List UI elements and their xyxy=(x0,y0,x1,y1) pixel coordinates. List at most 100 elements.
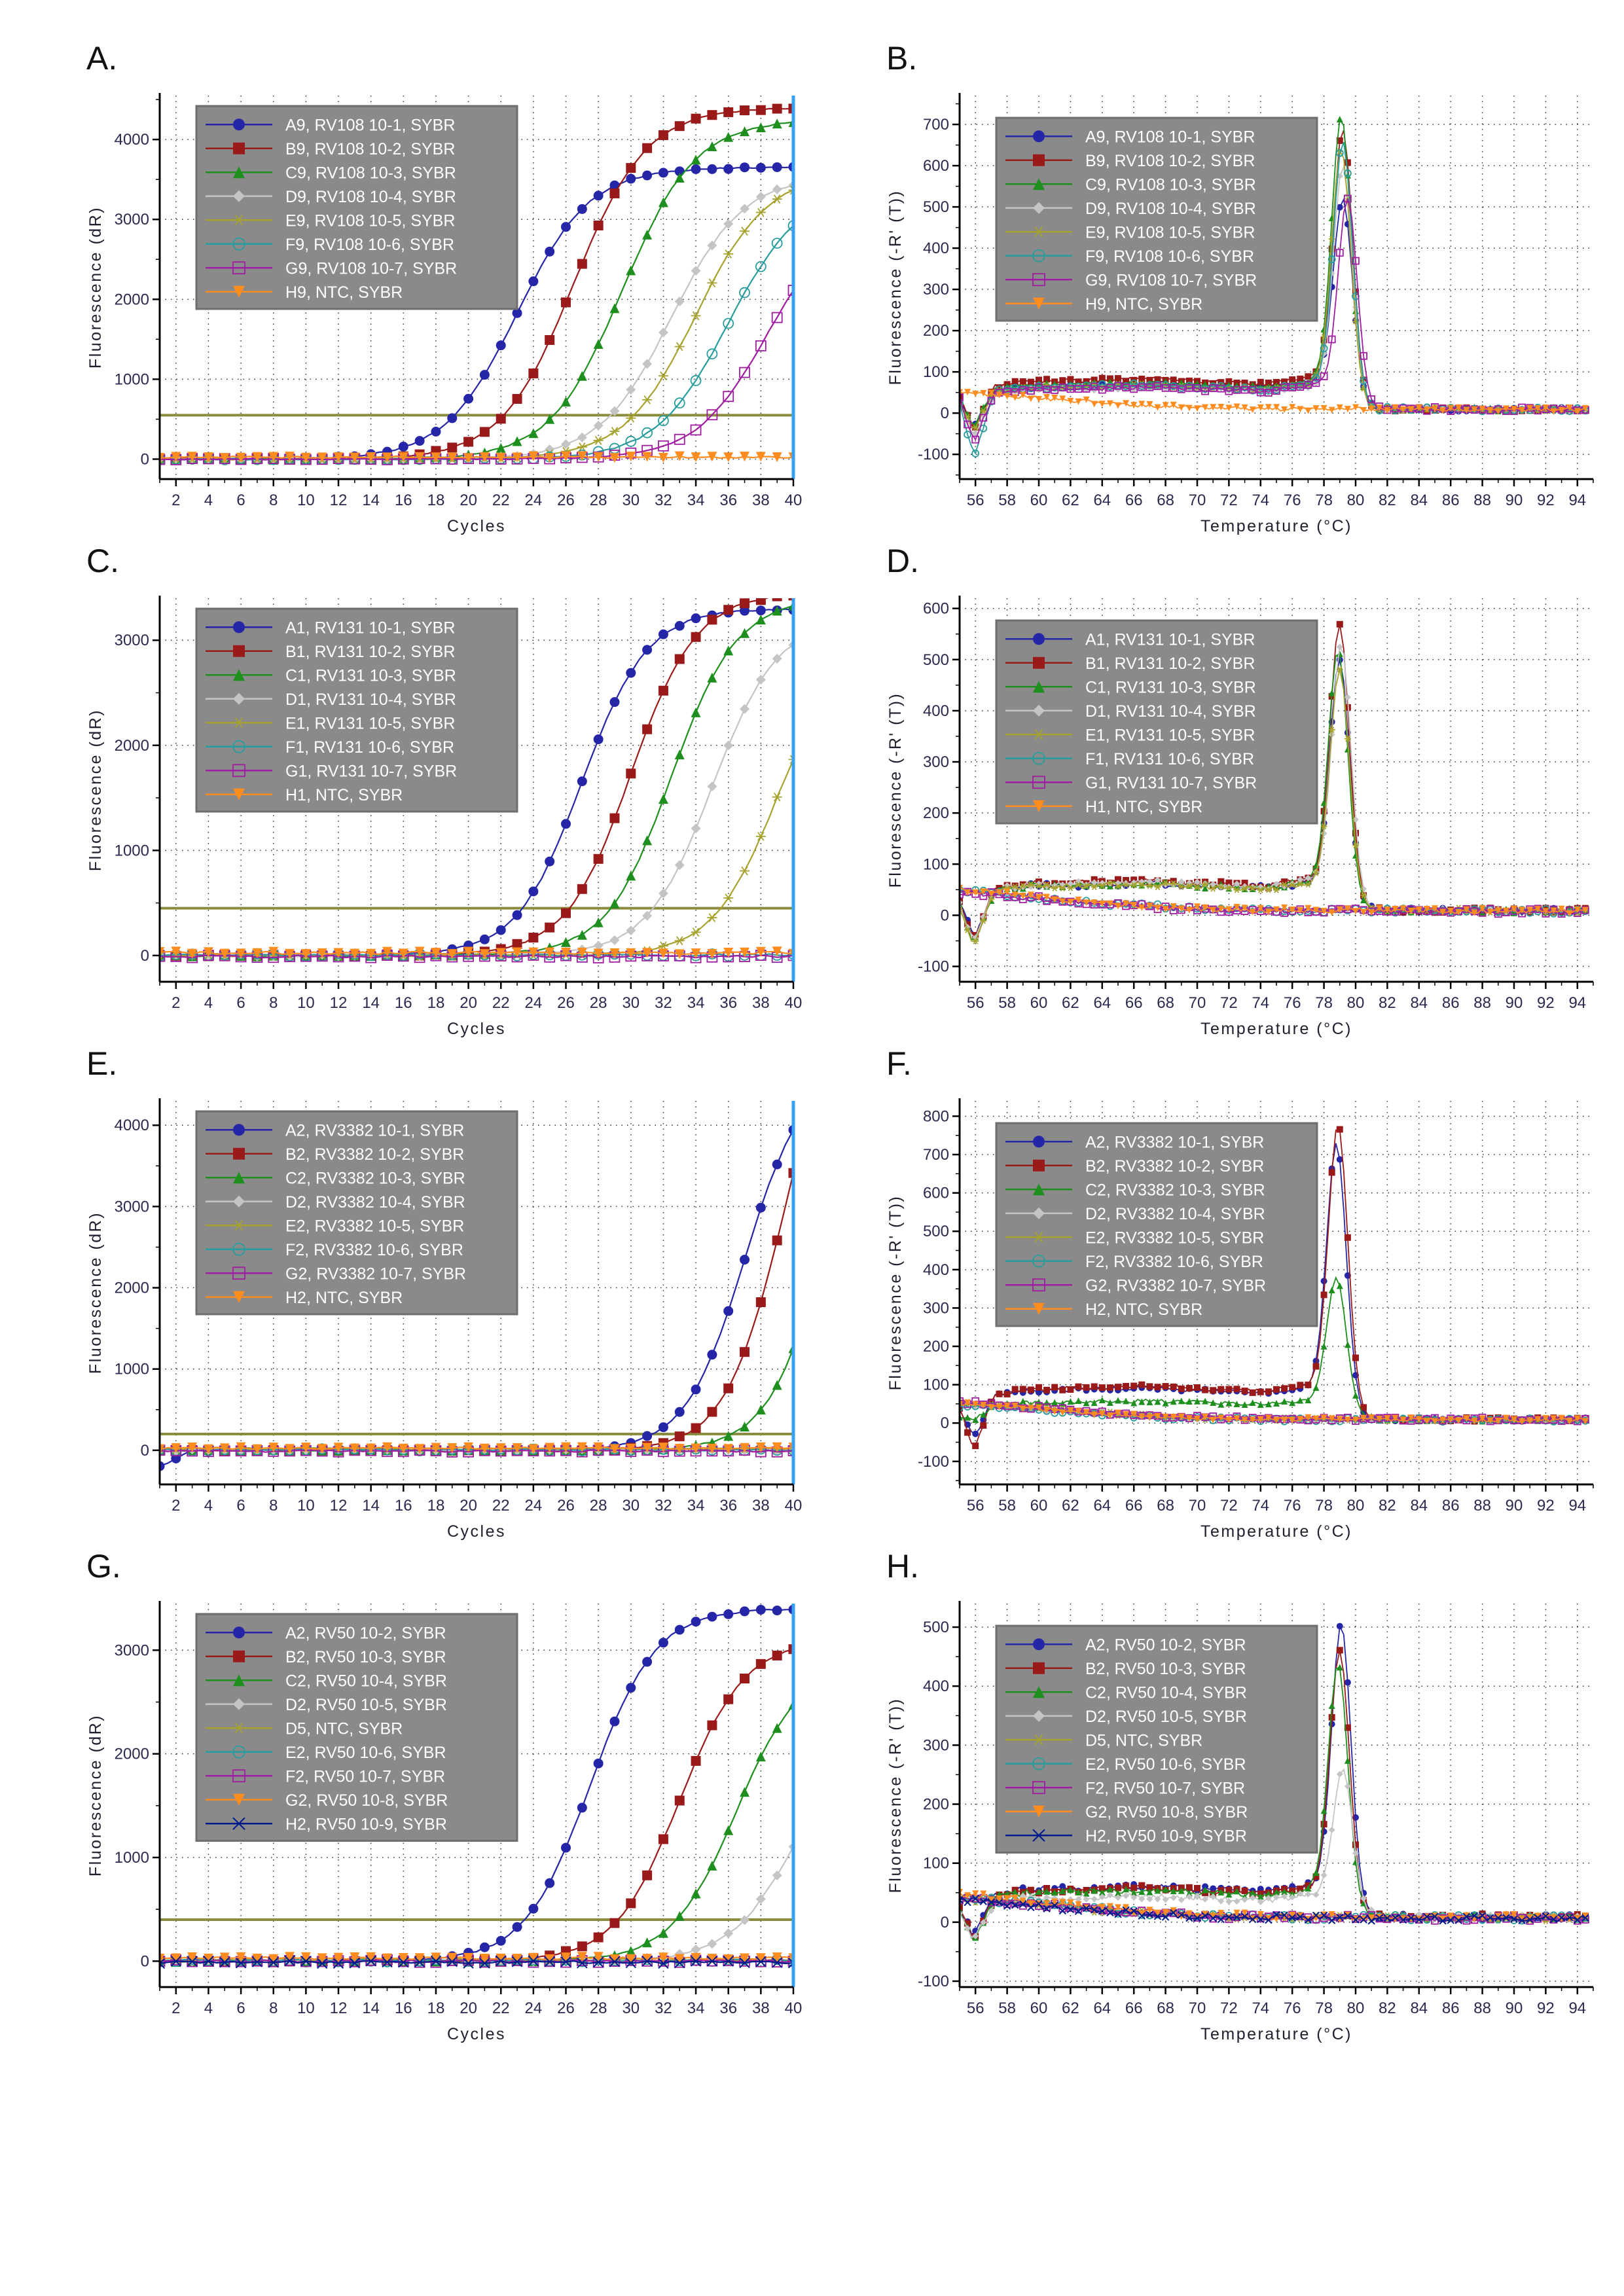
y-axis-label: Fluorescence (dR) xyxy=(86,1714,105,1876)
x-axis-label: Temperature (°C) xyxy=(1200,517,1352,535)
axes: 56 58 60 62 64 66 68 70 72 74 76 78 80 82 84 86 88 90 92 94… xyxy=(918,1098,1594,1515)
svg-text:8: 8 xyxy=(269,492,278,509)
svg-text:F9, RV108 10-6, SYBR: F9, RV108 10-6, SYBR xyxy=(1085,247,1254,266)
series-group xyxy=(160,598,793,963)
legend: A2, RV3382 10-1, SYBR B2, RV3382 10-2, SY… xyxy=(195,1110,518,1316)
svg-text:3000: 3000 xyxy=(115,632,149,649)
svg-text:D9, RV108 10-4, SYBR: D9, RV108 10-4, SYBR xyxy=(1085,200,1256,218)
series-C2 xyxy=(160,1343,793,1456)
svg-text:300: 300 xyxy=(923,753,949,771)
svg-text:D2, RV3382 10-4, SYBR: D2, RV3382 10-4, SYBR xyxy=(285,1193,465,1211)
svg-text:88: 88 xyxy=(1473,994,1491,1012)
svg-text:70: 70 xyxy=(1189,994,1206,1012)
svg-text:4: 4 xyxy=(204,492,213,509)
series-group xyxy=(960,1623,1589,1941)
svg-text:500: 500 xyxy=(923,1223,949,1240)
svg-text:700: 700 xyxy=(923,1146,949,1164)
legend: A9, RV108 10-1, SYBR B9, RV108 10-2, SYBR… xyxy=(995,117,1318,322)
svg-text:68: 68 xyxy=(1157,994,1174,1012)
svg-text:2: 2 xyxy=(171,1497,180,1515)
legend: A9, RV108 10-1, SYBR B9, RV108 10-2, SYBR… xyxy=(195,105,518,310)
svg-text:B9, RV108 10-2, SYBR: B9, RV108 10-2, SYBR xyxy=(285,140,455,158)
series-H1 xyxy=(960,884,1589,917)
svg-text:C9, RV108 10-3, SYBR: C9, RV108 10-3, SYBR xyxy=(1085,175,1256,194)
svg-text:94: 94 xyxy=(1568,994,1586,1012)
svg-text:76: 76 xyxy=(1284,994,1301,1012)
svg-text:26: 26 xyxy=(557,1497,575,1515)
svg-text:C2, RV3382 10-3, SYBR: C2, RV3382 10-3, SYBR xyxy=(1085,1181,1265,1199)
svg-text:3000: 3000 xyxy=(115,1198,149,1215)
svg-text:F9, RV108 10-6, SYBR: F9, RV108 10-6, SYBR xyxy=(285,236,454,254)
svg-text:B2, RV3382 10-2, SYBR: B2, RV3382 10-2, SYBR xyxy=(1085,1157,1264,1175)
svg-text:400: 400 xyxy=(923,702,949,720)
svg-text:1000: 1000 xyxy=(115,370,149,388)
svg-text:200: 200 xyxy=(923,804,949,822)
svg-text:18: 18 xyxy=(427,492,445,509)
svg-text:36: 36 xyxy=(719,1497,737,1515)
svg-text:78: 78 xyxy=(1315,994,1333,1012)
svg-text:14: 14 xyxy=(362,1497,380,1515)
panel-letter-f: F. xyxy=(886,1045,912,1082)
svg-text:-100: -100 xyxy=(918,1453,949,1471)
svg-text:12: 12 xyxy=(330,1497,348,1515)
svg-text:24: 24 xyxy=(525,1497,543,1515)
series-F2 xyxy=(160,1954,793,1968)
svg-text:E9, RV108 10-5, SYBR: E9, RV108 10-5, SYBR xyxy=(285,211,455,230)
svg-text:10: 10 xyxy=(297,994,315,1012)
svg-text:12: 12 xyxy=(330,492,348,509)
axes: 2 4 6 8 10 12 14 16 18 20 22 24 26 28 30 32 34 36 38 400100… xyxy=(115,1098,802,1515)
svg-text:28: 28 xyxy=(590,492,607,509)
svg-text:200: 200 xyxy=(923,322,949,340)
svg-text:86: 86 xyxy=(1442,1497,1460,1515)
svg-text:300: 300 xyxy=(923,281,949,298)
svg-text:0: 0 xyxy=(141,947,149,965)
series-group xyxy=(960,620,1589,944)
svg-text:20: 20 xyxy=(460,1497,477,1515)
chart-c: 2 4 6 8 10 12 14 16 18 20 22 24 26 28 30 32 34 36 38 400100… xyxy=(86,596,802,1038)
svg-text:22: 22 xyxy=(492,994,510,1012)
svg-text:0: 0 xyxy=(141,1442,149,1460)
svg-text:62: 62 xyxy=(1062,1497,1079,1515)
svg-text:D1, RV131 10-4, SYBR: D1, RV131 10-4, SYBR xyxy=(285,691,456,709)
svg-text:2: 2 xyxy=(171,492,180,509)
svg-text:700: 700 xyxy=(923,116,949,134)
axes: 2 4 6 8 10 12 14 16 18 20 22 24 26 28 30 32 34 36 38 400100… xyxy=(115,1601,802,2017)
svg-text:0: 0 xyxy=(941,1414,949,1432)
y-axis-label: Fluorescence (-R' (T)) xyxy=(886,1698,905,1893)
svg-text:20: 20 xyxy=(460,492,477,509)
svg-text:16: 16 xyxy=(395,492,412,509)
svg-text:F2, RV3382 10-6, SYBR: F2, RV3382 10-6, SYBR xyxy=(1085,1253,1263,1271)
svg-text:66: 66 xyxy=(1125,1497,1143,1515)
series-group xyxy=(960,1126,1589,1450)
series-H2 xyxy=(160,1955,793,1969)
svg-text:500: 500 xyxy=(923,198,949,216)
svg-text:58: 58 xyxy=(998,994,1016,1012)
svg-text:34: 34 xyxy=(687,1497,705,1515)
y-axis-label: Fluorescence (-R' (T)) xyxy=(886,1195,905,1391)
panel-letter-e: E. xyxy=(86,1045,118,1082)
svg-text:6: 6 xyxy=(236,492,245,509)
svg-text:32: 32 xyxy=(655,1497,672,1515)
svg-text:12: 12 xyxy=(330,994,348,1012)
svg-text:62: 62 xyxy=(1062,994,1079,1012)
svg-text:1000: 1000 xyxy=(115,1361,149,1378)
series-H9 xyxy=(960,389,1589,415)
axes: 56 58 60 62 64 66 68 70 72 74 76 78 80 82 84 86 88 90 92 94… xyxy=(918,93,1594,509)
svg-text:G2, RV3382 10-7, SYBR: G2, RV3382 10-7, SYBR xyxy=(1085,1276,1266,1295)
x-axis-label: Cycles xyxy=(447,2025,506,2043)
svg-text:36: 36 xyxy=(719,492,737,509)
x-axis-label: Temperature (°C) xyxy=(1200,1522,1352,1541)
svg-text:24: 24 xyxy=(525,994,543,1012)
svg-text:20: 20 xyxy=(460,994,477,1012)
svg-text:600: 600 xyxy=(923,600,949,618)
svg-text:92: 92 xyxy=(1537,1497,1555,1515)
svg-text:100: 100 xyxy=(923,855,949,873)
svg-text:A9, RV108 10-1, SYBR: A9, RV108 10-1, SYBR xyxy=(285,116,455,134)
svg-text:3000: 3000 xyxy=(115,211,149,228)
svg-text:8: 8 xyxy=(269,1497,278,1515)
svg-text:68: 68 xyxy=(1157,492,1174,509)
y-axis-label: Fluorescence (dR) xyxy=(86,206,105,368)
svg-text:30: 30 xyxy=(622,1497,640,1515)
panel-a: A. 2 4 6 8 10 12 14 16 18 20 22 24 26 28 30 32 34 36 38 40 0… xyxy=(72,39,825,541)
